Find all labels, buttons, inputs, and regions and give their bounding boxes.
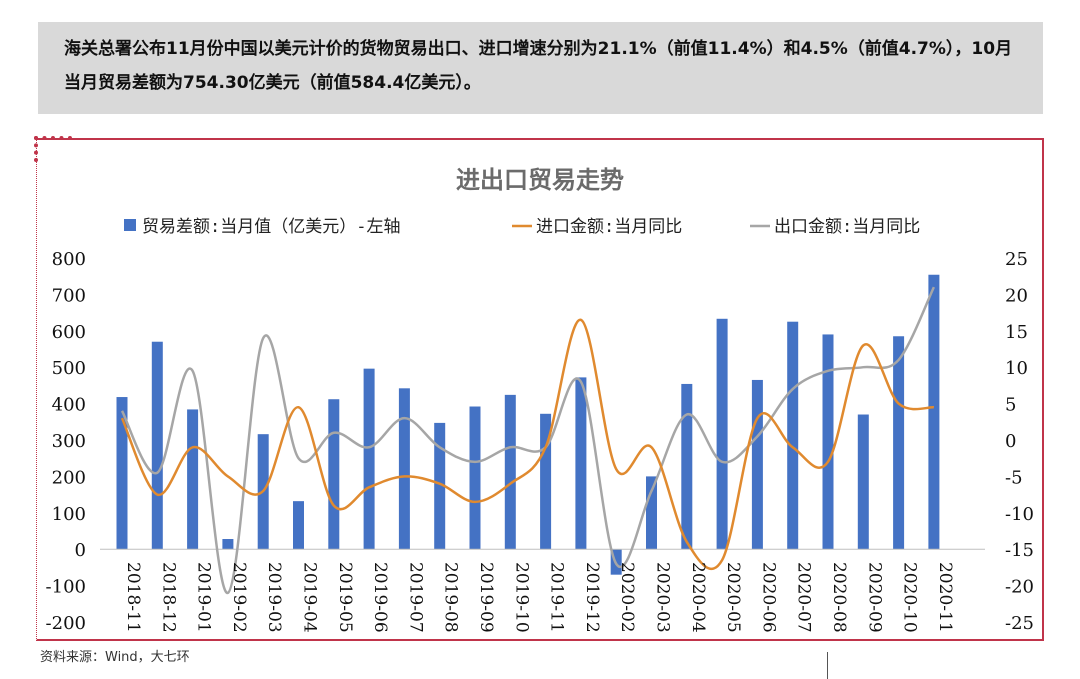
x-tick-label: 2020-06	[758, 562, 778, 633]
left-tick-label: 400	[52, 395, 86, 416]
x-tick-label: 2019-08	[441, 562, 461, 633]
x-tick-label: 2020-04	[688, 562, 708, 633]
left-axis: -200 -100 0 100 200 300 400 500 600 700 800	[46, 249, 86, 634]
legend-label-export: 出口金额:当月同比	[774, 217, 920, 237]
left-tick-label: 0	[75, 540, 86, 561]
bar	[575, 377, 587, 550]
x-tick-label: 2020-11	[935, 562, 955, 633]
bar	[857, 414, 869, 550]
legend: 贸易差额:当月值（亿美元）-左轴 进口金额:当月同比 出口金额:当月同比	[124, 217, 920, 237]
left-tick-label: 200	[52, 467, 86, 488]
x-tick-label: 2020-08	[829, 562, 849, 633]
bar	[363, 368, 375, 550]
x-tick-label: 2019-07	[405, 562, 425, 633]
bar	[328, 399, 340, 550]
x-tick-label: 2018-12	[158, 562, 178, 633]
bar	[293, 501, 304, 550]
left-tick-label: 600	[52, 322, 86, 343]
legend-label-balance: 贸易差额:当月值（亿美元）-左轴	[142, 217, 400, 237]
x-tick-label: 2020-07	[794, 562, 814, 633]
bar	[787, 321, 799, 550]
bar	[540, 413, 552, 550]
left-tick-label: 100	[52, 504, 86, 525]
summary-box: 海关总署公布11月份中国以美元计价的货物贸易出口、进口增速分别为21.1%（前值…	[38, 22, 1043, 114]
bar	[681, 383, 693, 550]
right-tick-label: -10	[1005, 504, 1034, 525]
x-tick-label: 2019-12	[582, 562, 602, 633]
left-tick-label: 700	[52, 285, 86, 306]
chart-frame	[36, 138, 1044, 641]
bar	[751, 379, 763, 550]
summary-text: 海关总署公布11月份中国以美元计价的货物贸易出口、进口增速分别为21.1%（前值…	[64, 39, 1013, 93]
right-tick-label: 10	[1005, 358, 1028, 379]
x-tick-label: 2019-02	[229, 562, 249, 633]
x-tick-label: 2019-01	[194, 562, 214, 633]
x-tick-label: 2019-04	[300, 562, 320, 633]
legend-label-import: 进口金额:当月同比	[536, 217, 682, 237]
left-tick-label: -100	[46, 577, 86, 598]
right-tick-label: 15	[1005, 322, 1028, 343]
bar	[822, 334, 834, 550]
chart-title: 进出口贸易走势	[456, 166, 624, 194]
line-series	[120, 286, 936, 595]
left-tick-label: 300	[52, 431, 86, 452]
x-tick-label: 2019-03	[264, 562, 284, 633]
x-tick-label: 2019-05	[335, 562, 355, 633]
left-tick-label: 500	[52, 358, 86, 379]
bar	[716, 318, 728, 550]
right-tick-label: 5	[1005, 395, 1016, 416]
bar	[116, 397, 128, 550]
bar	[398, 388, 410, 550]
x-tick-label: 2019-06	[370, 562, 390, 633]
text-cursor	[827, 652, 828, 679]
x-tick-label: 2019-09	[476, 562, 496, 633]
bar	[928, 274, 940, 550]
left-tick-label: -200	[46, 613, 86, 634]
bar	[893, 336, 905, 550]
legend-swatch-bar	[124, 219, 136, 231]
x-tick-label: 2020-05	[723, 562, 743, 633]
x-tick-label: 2020-10	[900, 562, 920, 633]
x-axis: 2018-11 2018-12 2019-01 2019-02 2019-03 2019-…	[123, 562, 955, 633]
left-tick-label: 800	[52, 249, 86, 270]
frame-corner-decoration	[34, 136, 72, 162]
x-tick-label: 2020-02	[617, 562, 637, 633]
right-tick-label: -15	[1005, 540, 1034, 561]
bar	[434, 422, 446, 550]
right-tick-label: -5	[1005, 467, 1023, 488]
right-axis: -25 -20 -15 -10 -5 0 5 10 15 20 25	[1005, 249, 1034, 634]
right-tick-label: 0	[1005, 431, 1016, 452]
x-tick-label: 2019-11	[547, 562, 567, 633]
x-tick-label: 2020-03	[653, 562, 673, 633]
x-tick-label: 2020-09	[864, 562, 884, 633]
bar	[646, 476, 657, 550]
x-tick-label: 2018-11	[123, 562, 143, 633]
bar	[151, 341, 163, 550]
bar	[222, 539, 234, 550]
bar-series	[116, 274, 940, 575]
right-tick-label: 25	[1005, 249, 1028, 270]
source-note: 资料来源：Wind，大七环	[40, 650, 190, 665]
right-tick-label: 20	[1005, 285, 1028, 306]
right-tick-label: -25	[1005, 613, 1034, 634]
bar	[469, 406, 481, 550]
right-tick-label: -20	[1005, 577, 1034, 598]
import-yoy-line	[120, 318, 935, 570]
export-yoy-line	[120, 286, 936, 595]
bar	[187, 409, 199, 550]
bar	[504, 394, 516, 550]
x-tick-label: 2019-10	[511, 562, 531, 633]
